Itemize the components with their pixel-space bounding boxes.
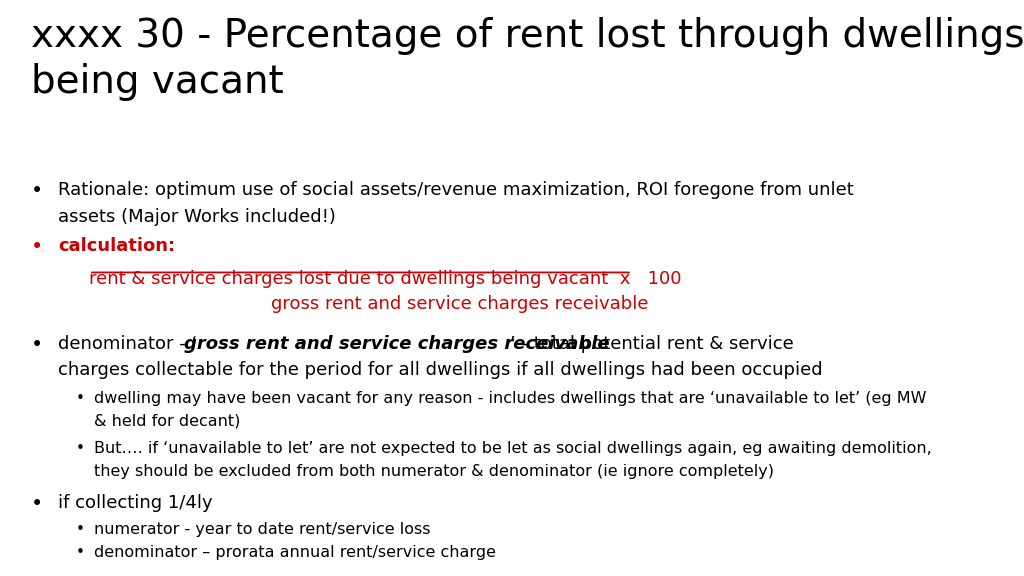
Text: denominator – prorata annual rent/service charge: denominator – prorata annual rent/servic… (94, 545, 497, 560)
Text: numerator - year to date rent/service loss: numerator - year to date rent/service lo… (94, 522, 431, 537)
Text: gross rent and service charges receivable: gross rent and service charges receivabl… (271, 295, 649, 313)
Text: they should be excluded from both numerator & denominator (ie ignore completely): they should be excluded from both numera… (94, 464, 774, 479)
Text: •: • (76, 545, 85, 560)
Text: charges collectable for the period for all dwellings if all dwellings had been o: charges collectable for the period for a… (58, 361, 823, 379)
Text: Rationale: optimum use of social assets/revenue maximization, ROI foregone from : Rationale: optimum use of social assets/… (58, 181, 854, 199)
Text: •: • (76, 391, 85, 406)
Text: •: • (31, 181, 43, 202)
Text: But…. if ‘unavailable to let’ are not expected to be let as social dwellings aga: But…. if ‘unavailable to let’ are not ex… (94, 441, 932, 456)
Text: rent & service charges lost due to dwellings being vacant  x   100: rent & service charges lost due to dwell… (89, 270, 682, 287)
Text: •: • (31, 335, 43, 355)
Text: •: • (76, 522, 85, 537)
Text: •: • (31, 494, 43, 514)
Text: & held for decant): & held for decant) (94, 414, 241, 429)
Text: if collecting 1/4ly: if collecting 1/4ly (58, 494, 213, 512)
Text: dwelling may have been vacant for any reason - includes dwellings that are ‘unav: dwelling may have been vacant for any re… (94, 391, 927, 406)
Text: gross rent and service charges receivable: gross rent and service charges receivabl… (184, 335, 610, 353)
Text: xxxx 30 - Percentage of rent lost through dwellings
being vacant: xxxx 30 - Percentage of rent lost throug… (31, 17, 1024, 101)
Text: assets (Major Works included!): assets (Major Works included!) (58, 208, 336, 226)
Text: denominator - ‘: denominator - ‘ (58, 335, 198, 353)
Text: calculation:: calculation: (58, 237, 175, 255)
Text: •: • (31, 237, 43, 257)
Text: •: • (76, 441, 85, 456)
Text: ’ - total potential rent & service: ’ - total potential rent & service (510, 335, 794, 353)
